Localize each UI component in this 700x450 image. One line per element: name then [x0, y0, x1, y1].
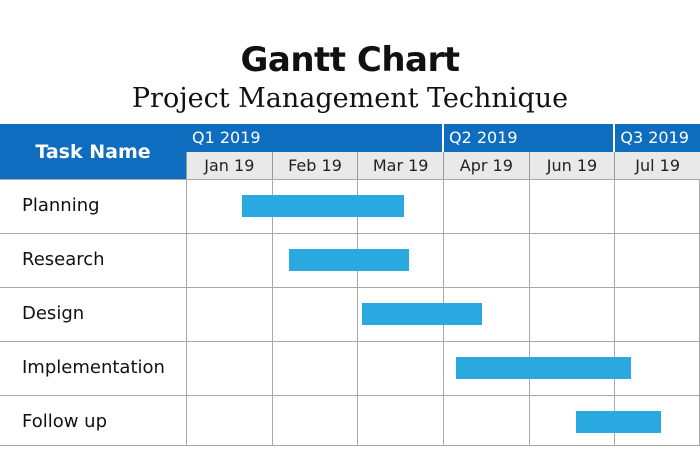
grid-vertical-line [528, 179, 530, 446]
grid-horizontal-line [0, 395, 700, 396]
grid-horizontal-line [0, 445, 700, 446]
task-bar[interactable] [575, 411, 662, 433]
task-name-header: Task Name [0, 124, 186, 179]
month-label: Mar 19 [357, 152, 443, 179]
grid-vertical-line [614, 179, 616, 446]
task-label: Implementation [22, 357, 165, 378]
month-label: Jul 19 [614, 152, 700, 179]
month-label: Jan 19 [186, 152, 272, 179]
quarter-label: Q3 2019 [620, 128, 689, 147]
task-bar[interactable] [455, 357, 632, 379]
grid-horizontal-line [0, 341, 700, 342]
grid-horizontal-line [0, 287, 700, 288]
task-label: Follow up [22, 411, 108, 432]
grid-vertical-line [271, 179, 273, 446]
month-label: Feb 19 [271, 152, 358, 179]
month-label: Apr 19 [443, 152, 529, 179]
grid-horizontal-line [0, 233, 700, 234]
quarter-label: Q1 2019 [192, 128, 261, 147]
task-bar[interactable] [241, 195, 405, 217]
task-bar[interactable] [361, 303, 482, 325]
grid-vertical-line [357, 179, 359, 446]
grid-vertical-line [186, 179, 187, 446]
quarter-divider [613, 124, 616, 152]
chart-subtitle: Project Management Technique [131, 83, 569, 114]
grid-horizontal-line [0, 179, 700, 180]
task-bar[interactable] [288, 249, 409, 271]
chart-title: Gantt Chart [240, 40, 460, 80]
task-label: Design [22, 303, 85, 324]
month-label: Jun 19 [528, 152, 615, 179]
task-label: Planning [22, 195, 100, 216]
quarter-divider [442, 124, 444, 152]
quarter-label: Q2 2019 [449, 128, 518, 147]
task-label: Research [22, 249, 105, 270]
